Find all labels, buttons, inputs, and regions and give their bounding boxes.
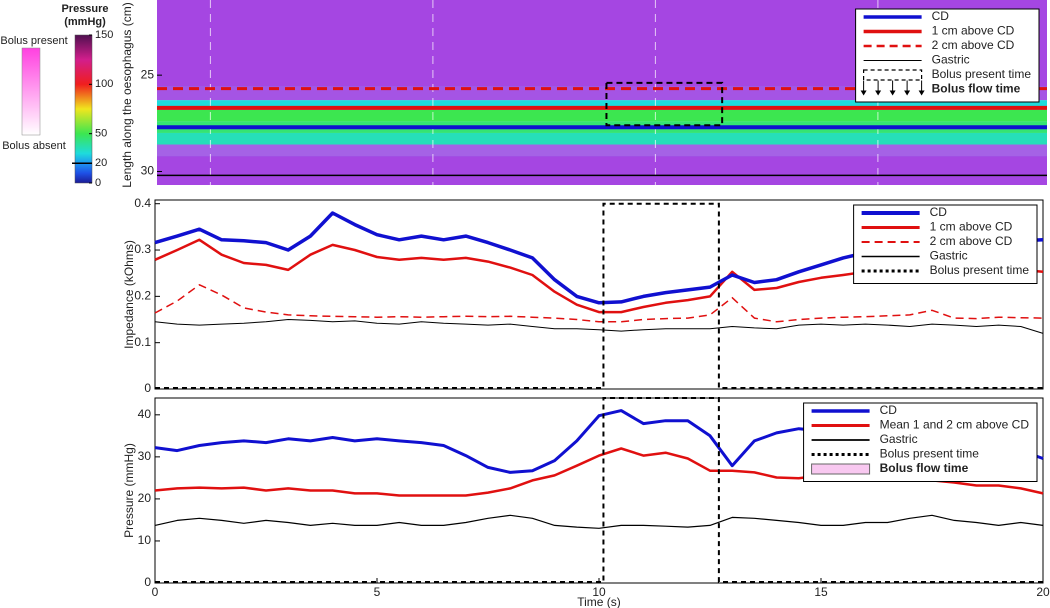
legend-box	[853, 204, 1038, 284]
y-tick-label: 0	[144, 575, 151, 589]
colorbar-tick-label: 50	[95, 128, 107, 140]
legend-label: Bolus present time	[930, 263, 1030, 277]
legend-symbol	[875, 90, 882, 96]
bolus-scale	[21, 47, 41, 136]
y-tick-label: 30	[141, 164, 155, 178]
colorbar-title: (mmHg)	[64, 16, 106, 28]
legend-label: CD	[930, 205, 948, 219]
y-tick-label: 0.1	[134, 335, 151, 349]
colorbar	[74, 34, 93, 184]
legend-label: Mean 1 and 2 cm above CD	[880, 418, 1030, 432]
legend-label: Bolus present time	[880, 447, 980, 461]
legend-symbol	[918, 90, 925, 96]
legend-label: 1 cm above CD	[932, 24, 1015, 38]
bolus-scale-label: Bolus present	[0, 35, 67, 47]
x-tick-label: 20	[1036, 585, 1050, 599]
series-line	[154, 514, 1044, 529]
legend-label: Bolus flow time	[880, 461, 969, 475]
legend-label: CD	[932, 9, 950, 23]
legend-box	[855, 8, 1040, 103]
y-axis-label: Impedance (kOhms)	[122, 240, 136, 349]
y-axis-label: Length along the oesophagus (cm)	[120, 2, 134, 187]
x-tick-label: 5	[374, 585, 381, 599]
y-tick-label: 0	[144, 381, 151, 395]
series-line	[154, 284, 1044, 323]
y-tick-label: 20	[138, 491, 152, 505]
legend-symbol	[811, 463, 871, 475]
legend-label: 1 cm above CD	[930, 220, 1013, 234]
x-tick-label: 15	[814, 585, 828, 599]
bolus-scale-label: Bolus absent	[2, 140, 66, 152]
heatmap-cell	[157, 109, 1047, 122]
legend-symbol	[860, 90, 867, 96]
legend-symbol	[863, 69, 923, 81]
legend-label: Bolus flow time	[932, 82, 1021, 96]
legend-label: Gastric	[880, 432, 918, 446]
legend-label: Gastric	[932, 53, 970, 67]
legend: CD1 cm above CD2 cm above CDGastricBolus…	[853, 204, 1038, 284]
colorbar-tick-label: 0	[95, 177, 101, 189]
legend-label: Bolus present time	[932, 67, 1032, 81]
heatmap-cell	[157, 100, 1047, 110]
y-tick-label: 0.2	[134, 289, 151, 303]
y-tick-label: 0.4	[134, 196, 151, 210]
heatmap-cell	[157, 132, 1047, 145]
x-tick-label: 10	[592, 585, 606, 599]
colorbar-tick-label: 20	[95, 157, 107, 169]
x-axis-label: Time (s)	[577, 595, 621, 608]
bolus-overlay	[157, 144, 1047, 157]
y-tick-label: 10	[138, 533, 152, 547]
legend: CD1 cm above CD2 cm above CDGastricBolus…	[855, 8, 1040, 103]
bolus-overlay	[157, 86, 1047, 101]
legend-symbol	[889, 90, 896, 96]
y-tick-label: 0.3	[134, 242, 151, 256]
series-line	[154, 319, 1044, 334]
colorbar-title: Pressure	[61, 3, 108, 15]
y-axis-label: Pressure (mmHg)	[122, 443, 136, 538]
y-tick-label: 40	[138, 407, 152, 421]
legend-label: 2 cm above CD	[932, 38, 1015, 52]
x-tick-label: 0	[152, 585, 159, 599]
bolus-present-line	[155, 397, 1043, 583]
y-tick-label: 25	[141, 67, 155, 81]
y-tick-label: 30	[138, 449, 152, 463]
legend-symbol	[904, 90, 911, 96]
colorbar-tick-label: 100	[95, 78, 113, 90]
legend-label: CD	[880, 403, 898, 417]
colorbar-tick-label: 150	[95, 29, 113, 41]
bolus-present-box	[605, 81, 724, 127]
legend-label: Gastric	[930, 249, 968, 263]
bolus-present-line	[155, 202, 1043, 389]
bolus-overlay	[157, 156, 1047, 185]
legend-label: 2 cm above CD	[930, 234, 1013, 248]
